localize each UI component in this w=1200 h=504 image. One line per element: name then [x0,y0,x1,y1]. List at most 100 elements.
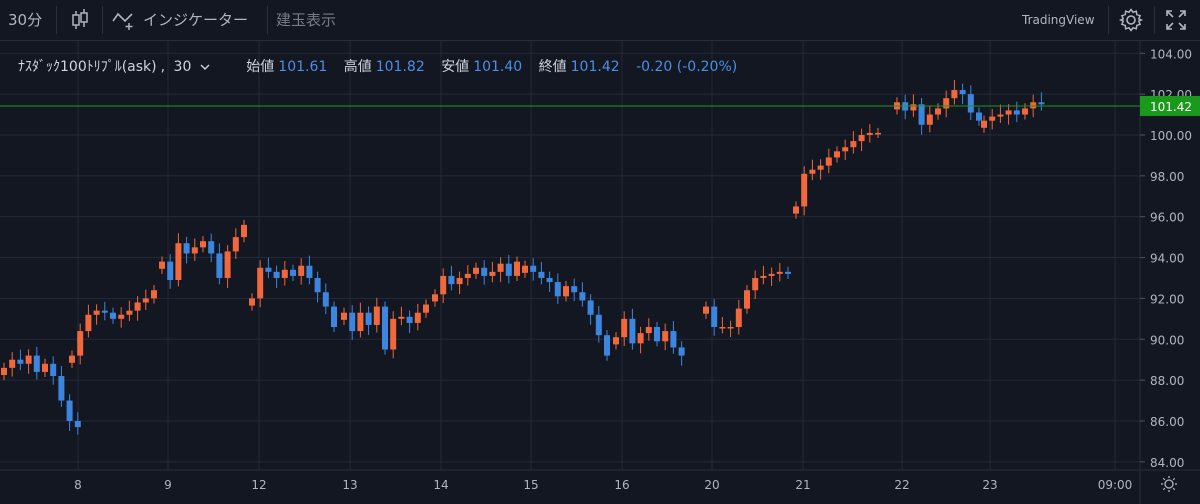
toolbar-divider [267,6,268,34]
candle-body [142,298,149,303]
chart-style-button[interactable] [70,0,94,40]
interval-button[interactable]: 30分 [8,0,42,40]
price-tick-label: 94.00 [1150,252,1184,266]
orders-toggle[interactable]: 建玉表示 [276,0,336,40]
candle-body [1038,102,1045,105]
candle-body [423,304,429,313]
candle-body [224,251,231,278]
settings-button[interactable] [1118,0,1144,40]
candle-body [183,243,190,254]
change-value: -0.20 (-0.20%) [636,59,738,75]
candle-body [331,306,337,327]
candle-body [1030,102,1037,109]
candle-body [69,355,75,363]
last-price-marker: 101.42 [0,95,1200,116]
candle-body [481,267,488,276]
candle-body [290,269,296,276]
candle-body [398,316,405,319]
price-tick-label: 88.00 [1150,374,1184,388]
indicators-icon [112,12,133,30]
candle-body [497,263,504,272]
close-label: 終値 [538,59,567,75]
price-tick-label: 100.00 [1150,129,1192,143]
candle-body [85,314,92,332]
orders-label: 建玉表示 [276,11,337,29]
candle-body [850,141,857,148]
toolbar-divider [102,6,103,34]
legend-interval[interactable]: 30 [173,59,192,75]
candle-body [489,271,496,276]
time-tick-label: 21 [795,478,810,492]
candle-body [621,318,628,338]
time-tick-label: 23 [982,478,997,492]
candle-body [9,359,16,368]
candle-body [785,271,791,274]
candle-body [825,157,832,166]
candle-body [432,294,438,302]
last-price-tag [1140,95,1200,116]
toolbar-divider [1154,6,1155,34]
open-value: 101.61 [278,59,328,75]
candle-body [58,376,65,401]
low-value: 101.40 [473,59,523,75]
candle-body [200,241,206,248]
chevron-down-icon[interactable] [200,59,214,75]
candle-body [587,300,594,315]
time-tick-label: 12 [251,478,266,492]
candle-body [981,120,987,128]
time-axis[interactable]: 8 9 12 13 14 15 16 20 21 22 23 09:00 [74,478,1132,492]
candle-body [373,306,380,325]
symbol-name[interactable]: ﾅｽﾀﾞｯｸ100ﾄﾘﾌﾟﾙ(ask) [18,59,157,75]
candle-body [943,98,950,109]
price-tick-label: 96.00 [1150,211,1184,225]
candle-body [265,267,272,272]
fullscreen-button[interactable] [1164,0,1190,40]
candle-body [314,277,321,293]
candle-body [93,310,100,315]
candle-body [414,312,421,323]
candle-body [306,265,313,278]
candle-body [440,275,447,295]
candle-body [629,318,636,344]
candle-body [866,132,873,135]
candle-body [538,271,545,278]
price-tick-label: 98.00 [1150,170,1184,184]
candle-body [151,290,157,299]
top-toolbar: 30分 インジケーター 建玉表示 TradingView [0,0,1200,41]
price-chart[interactable]: 84.00 86.00 88.00 90.00 92.00 94.00 96.00 98.00… [0,41,1200,504]
candle-body [793,206,799,214]
candle-body [1,367,7,376]
candle-body [406,316,413,323]
candle-body [448,275,455,285]
candle-body [554,282,561,297]
candle-body [744,290,750,309]
open-label: 始値 [246,59,275,75]
toolbar-divider [1108,6,1109,34]
candle-body [637,333,644,344]
price-tick-label: 86.00 [1150,415,1184,429]
candle-body [341,312,347,320]
candle-body [645,327,652,334]
time-tick-label: 8 [74,478,82,492]
candle-body [926,114,933,125]
candle-body [604,335,610,356]
time-tick-label: 20 [704,478,719,492]
candle-body [842,147,849,152]
candle-body [110,312,116,319]
candle-body [25,355,32,364]
brand-label: TradingView [1022,13,1095,27]
last-price-label: 101.42 [1150,100,1192,114]
candle-body [1005,110,1012,115]
candle-body [208,241,215,254]
candle-body [530,265,537,272]
candle-body [918,104,925,125]
candle-body [505,263,512,276]
settings-icon [1118,8,1144,32]
candle-body [249,298,255,306]
candle-body [522,265,528,273]
candle-body [703,306,709,314]
candle-body [834,151,840,158]
indicators-button[interactable]: インジケーター [112,0,248,40]
candle-body [967,94,974,113]
time-axis-settings-icon[interactable] [1161,476,1177,492]
